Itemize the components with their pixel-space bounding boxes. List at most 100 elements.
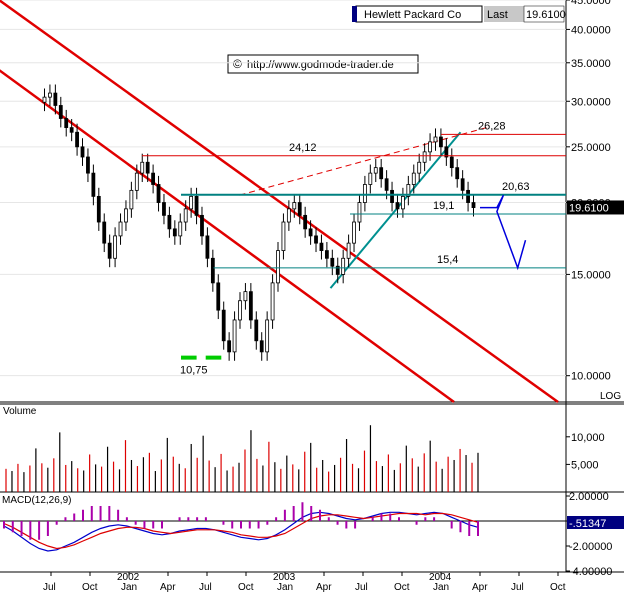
candle-body — [330, 257, 335, 267]
candle-body — [254, 319, 259, 342]
candle-body — [118, 221, 123, 237]
volume-tick-label: 5,000 — [571, 459, 599, 471]
candle-body — [428, 141, 432, 153]
source-url: http://www.godmode-trader.de — [247, 59, 394, 71]
month-label: Jul — [511, 582, 524, 593]
candle-body — [48, 92, 52, 98]
month-label: Apr — [160, 582, 176, 593]
candle-body — [221, 309, 226, 342]
candle-body — [162, 202, 166, 216]
candle-body — [210, 257, 215, 284]
month-label: Oct — [238, 582, 254, 593]
candle-body — [439, 136, 443, 148]
level-label: 15,4 — [437, 254, 458, 266]
candle-body — [102, 221, 107, 244]
candle-body — [53, 92, 58, 106]
candle-body — [156, 184, 161, 203]
candle-body — [379, 167, 384, 180]
candle-body — [401, 195, 405, 210]
candle-body — [243, 291, 248, 302]
candle-body — [205, 235, 210, 259]
candle-body — [42, 96, 47, 103]
candle-body — [303, 214, 308, 230]
volume-panel: Volume 10,000 5,000 — [3, 406, 605, 492]
year-label: 2004 — [429, 572, 452, 583]
candle-body — [167, 214, 172, 230]
candle-body — [390, 189, 394, 203]
volume-tick-label: 10,000 — [571, 432, 605, 444]
candle-body — [145, 161, 150, 174]
candle-body — [248, 291, 253, 321]
candle-body — [140, 161, 145, 174]
scale-label: LOG — [600, 391, 621, 402]
candle-body — [270, 282, 275, 321]
candle-body — [151, 172, 156, 185]
company-color-marker — [352, 6, 357, 22]
macd-tick-label: -2.00000 — [569, 541, 612, 553]
candle-body — [276, 250, 280, 284]
price-levels: 26,28 24,12 20,63 19,1 15,4 10,75 — [142, 120, 566, 377]
price-tick-label: 15.0000 — [571, 269, 611, 281]
candle-body — [129, 189, 134, 210]
price-tick-label: 30.0000 — [571, 96, 611, 108]
month-label: Oct — [550, 582, 566, 593]
candle-body — [346, 242, 351, 259]
candle-body — [352, 221, 356, 244]
macd-signal-line — [3, 512, 479, 550]
downtrend-line-lower — [0, 69, 455, 404]
candle-body — [362, 184, 367, 203]
level-label: 20,63 — [502, 181, 530, 193]
level-label: 24,12 — [289, 142, 317, 154]
price-tick-label: 25.0000 — [571, 142, 611, 154]
volume-title: Volume — [3, 406, 37, 417]
trendlines — [0, 0, 559, 404]
candle-body — [319, 242, 324, 252]
price-tick-label: 10.0000 — [571, 371, 611, 383]
last-value-box — [523, 5, 565, 23]
company-name: Hewlett Packard Co — [364, 9, 461, 21]
macd-panel: MACD(12,26,9) 2.00000 -2.00000 -4.00000 -.51… — [0, 491, 624, 578]
price-axis: 45.000040.000035.000030.000025.000020.00… — [566, 0, 624, 402]
candle-body — [373, 167, 378, 174]
candle-body — [91, 172, 96, 197]
candle-body — [324, 250, 329, 259]
candle-body — [178, 221, 183, 237]
candle-body — [134, 172, 139, 191]
candle-body — [466, 189, 470, 203]
candle-body — [183, 208, 188, 223]
candle-body — [449, 156, 454, 169]
candle-body — [411, 172, 416, 185]
year-label: 2003 — [273, 572, 296, 583]
candle-body — [406, 184, 411, 197]
candle-body — [200, 214, 204, 237]
last-label: Last — [487, 9, 508, 21]
month-label: Oct — [394, 582, 410, 593]
last-price-flag — [567, 200, 624, 215]
downtrend-line-upper — [0, 0, 559, 404]
month-label: Apr — [316, 582, 332, 593]
candle-body — [281, 221, 286, 252]
month-label: Oct — [82, 582, 98, 593]
month-label: Jan — [121, 582, 137, 593]
candle-body — [64, 118, 69, 128]
price-candles — [42, 84, 476, 361]
source-box — [227, 54, 419, 74]
panel-frames — [0, 0, 624, 573]
candle-body — [460, 178, 465, 191]
candle-body — [216, 282, 221, 311]
resistance-dashed-line — [239, 127, 487, 196]
candle-body — [384, 178, 389, 191]
candle-body — [86, 156, 90, 174]
candle-body — [422, 151, 427, 163]
level-label: 26,28 — [478, 120, 506, 132]
macd-tick-label: 2.00000 — [569, 491, 609, 503]
candle-body — [194, 195, 199, 216]
month-label: Jul — [43, 582, 56, 593]
candle-body — [368, 172, 373, 185]
projected-path — [480, 194, 527, 271]
last-value: 19.6100 — [526, 9, 566, 21]
candle-body — [69, 127, 74, 133]
candle-body — [232, 319, 237, 353]
